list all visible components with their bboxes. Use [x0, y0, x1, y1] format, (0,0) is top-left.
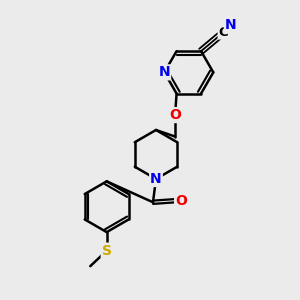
Text: N: N: [225, 18, 236, 32]
Text: N: N: [158, 65, 170, 80]
Text: O: O: [169, 108, 181, 122]
Text: O: O: [175, 194, 187, 208]
Text: N: N: [150, 172, 162, 186]
Text: C: C: [219, 26, 228, 38]
Text: S: S: [102, 244, 112, 258]
